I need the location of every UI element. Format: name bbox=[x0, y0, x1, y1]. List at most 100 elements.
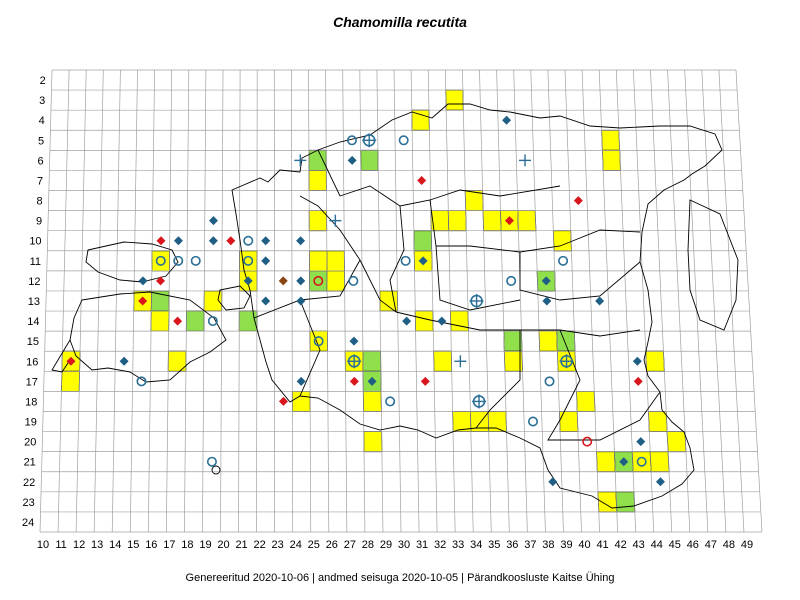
occupied-cell-yellow bbox=[449, 310, 469, 332]
row-label: 20 bbox=[24, 437, 36, 449]
occupied-cell-yellow bbox=[308, 250, 328, 272]
column-label: 34 bbox=[470, 539, 482, 551]
diamond-marker-blue bbox=[367, 376, 377, 386]
occupied-cell-yellow bbox=[433, 350, 453, 372]
circle-marker-blue bbox=[398, 135, 409, 146]
grid-col-line bbox=[256, 69, 258, 533]
circle-marker-blue bbox=[243, 235, 254, 246]
diamond-marker-red bbox=[420, 376, 430, 386]
column-label: 10 bbox=[37, 539, 49, 551]
diamond-marker-blue bbox=[437, 316, 447, 326]
column-label: 27 bbox=[344, 539, 356, 551]
grid-col-line bbox=[184, 69, 190, 533]
diamond-marker-blue bbox=[296, 276, 306, 286]
occupied-cell-yellow bbox=[666, 431, 687, 453]
occupied-cell-green bbox=[309, 270, 328, 292]
row-label: 12 bbox=[28, 276, 40, 288]
column-label: 42 bbox=[615, 539, 627, 551]
footer-separator: | bbox=[461, 572, 465, 584]
circle-marker-blue bbox=[544, 376, 555, 387]
circle-plus-marker bbox=[469, 294, 484, 308]
circle-plus-marker bbox=[472, 394, 487, 409]
diamond-marker-blue bbox=[541, 276, 551, 286]
footer-generated: Genereeritud 2020-10-06 bbox=[185, 572, 310, 584]
footer-data-state: andmed seisuga 2020-10-05 bbox=[318, 572, 459, 584]
grid-col-line bbox=[376, 69, 384, 533]
circle-marker-blue bbox=[348, 275, 359, 286]
grid-col-line bbox=[147, 69, 155, 533]
occupied-cell-green bbox=[556, 330, 576, 352]
occupied-cell-yellow bbox=[362, 390, 382, 412]
grid-col-line bbox=[581, 69, 600, 533]
row-label: 23 bbox=[23, 497, 35, 509]
markers-layer bbox=[66, 115, 665, 487]
circle-marker-blue bbox=[346, 135, 357, 146]
column-label: 37 bbox=[524, 539, 536, 551]
map-title: Chamomilla recutita bbox=[333, 14, 467, 30]
column-label: 28 bbox=[362, 539, 374, 551]
row-label: 16 bbox=[26, 356, 38, 368]
diamond-marker-blue bbox=[542, 296, 552, 306]
occupied-cell-yellow bbox=[60, 370, 81, 392]
diamond-marker-blue bbox=[595, 296, 605, 306]
diamond-marker-red bbox=[349, 376, 359, 386]
occupied-cell-green bbox=[615, 491, 636, 513]
row-label: 18 bbox=[25, 396, 37, 408]
diamond-marker-blue bbox=[208, 216, 218, 226]
grid-col-line bbox=[342, 69, 348, 533]
occupied-cell-yellow bbox=[552, 230, 572, 252]
diamond-marker-red bbox=[66, 356, 76, 366]
circle-marker-blue bbox=[155, 255, 166, 266]
column-label: 46 bbox=[687, 539, 699, 551]
circle-marker-blue bbox=[636, 456, 647, 467]
occupied-cell-yellow bbox=[309, 330, 328, 352]
row-label: 2 bbox=[40, 75, 46, 87]
circle-marker-red bbox=[582, 436, 593, 447]
diamond-marker-blue bbox=[655, 477, 665, 487]
diamond-marker-blue bbox=[418, 256, 428, 266]
occupied-cell-yellow bbox=[482, 210, 502, 232]
grid-col-line bbox=[427, 69, 438, 533]
circle-plus-marker bbox=[362, 133, 377, 148]
diamond-marker-blue bbox=[502, 115, 512, 125]
occupied-cell-yellow bbox=[601, 129, 621, 151]
diamond-marker-red bbox=[417, 175, 427, 185]
column-label: 11 bbox=[55, 539, 66, 551]
column-label: 13 bbox=[91, 539, 103, 551]
grid-col-line bbox=[202, 69, 207, 533]
occupied-cell-green bbox=[362, 350, 382, 372]
occupied-cell-yellow bbox=[308, 169, 327, 191]
row-label: 5 bbox=[38, 135, 44, 147]
diamond-marker-blue bbox=[296, 376, 306, 386]
column-label: 41 bbox=[596, 539, 608, 551]
grid-col-line bbox=[166, 69, 173, 533]
occupied-cell-yellow bbox=[150, 310, 170, 332]
column-label: 43 bbox=[633, 539, 645, 551]
grid-col-line bbox=[615, 69, 636, 533]
grid-col-line bbox=[111, 69, 121, 533]
occupied-cell-yellow bbox=[326, 270, 346, 292]
diamond-marker-blue bbox=[261, 256, 271, 266]
column-label: 36 bbox=[506, 539, 518, 551]
circle-marker-blue bbox=[173, 255, 184, 266]
row-label: 10 bbox=[29, 236, 41, 248]
grid-col-line bbox=[718, 69, 745, 533]
grid-col-line bbox=[735, 69, 763, 533]
column-label: 17 bbox=[163, 539, 175, 551]
diamond-marker-blue bbox=[402, 316, 412, 326]
column-label: 19 bbox=[199, 539, 211, 551]
grid-col-line bbox=[308, 69, 312, 533]
circle-marker-blue bbox=[243, 255, 254, 266]
circle-marker-blue bbox=[136, 376, 147, 387]
hiiumaa-island bbox=[85, 241, 179, 283]
column-label: 31 bbox=[416, 539, 428, 551]
occupied-cell-yellow bbox=[538, 330, 558, 352]
row-label: 8 bbox=[36, 196, 42, 208]
diamond-marker-blue bbox=[347, 155, 357, 165]
diamond-marker-red bbox=[633, 376, 643, 386]
diamond-marker-red bbox=[226, 236, 236, 246]
diamond-marker-blue bbox=[296, 296, 306, 306]
diamond-marker-blue bbox=[632, 356, 642, 366]
grid-col-line bbox=[684, 69, 709, 533]
diamond-marker-blue bbox=[636, 437, 646, 447]
